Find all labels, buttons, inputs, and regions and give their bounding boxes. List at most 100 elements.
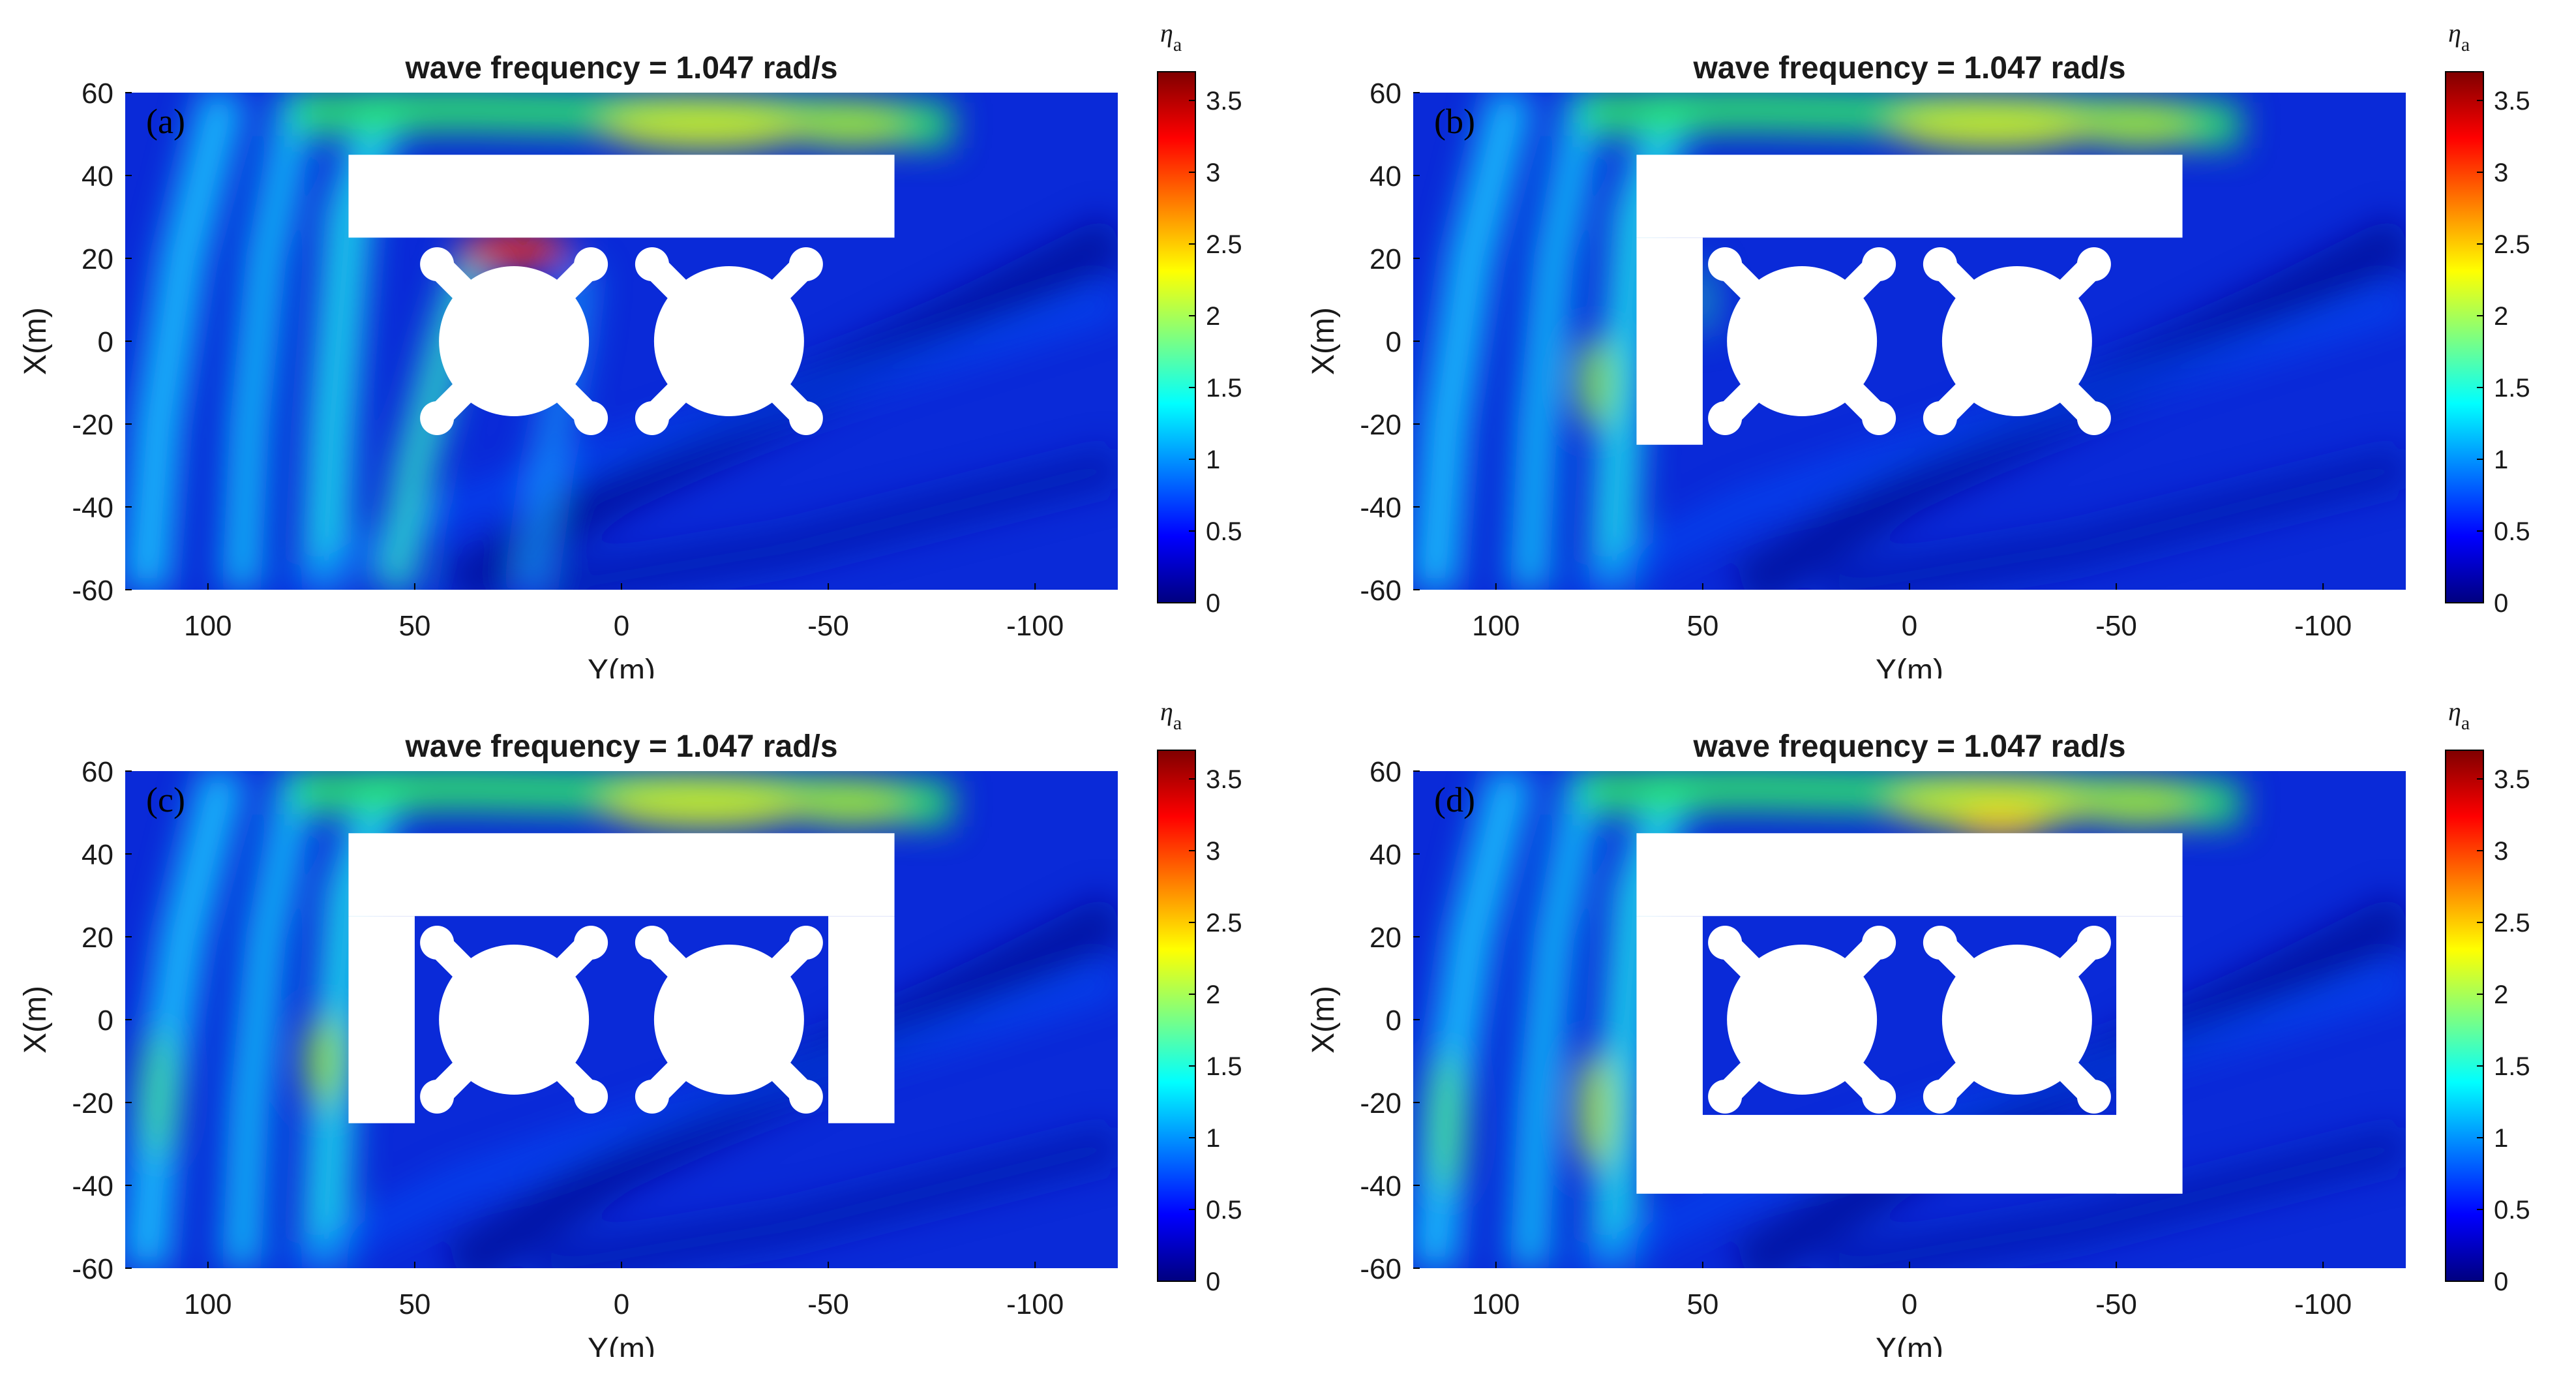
colorbar-tick-label: 2.5 <box>2494 909 2530 937</box>
colorbar-label: ηa <box>2448 18 2470 55</box>
y-tick-label: -60 <box>1360 575 1401 607</box>
panel-label: (c) <box>146 780 185 819</box>
colorbar-tick-label: 1.5 <box>1206 1052 1242 1081</box>
colorbar-tick-label: 2 <box>2494 980 2508 1009</box>
y-tick-label: 0 <box>1386 1005 1401 1037</box>
colorbar-tick-label: 0.5 <box>1206 517 1242 546</box>
chart-title: wave frequency = 1.047 rad/s <box>404 729 837 764</box>
y-tick-label: 40 <box>82 839 113 871</box>
colorbar-tick-label: 0 <box>2494 1268 2508 1296</box>
colorbar-tick-label: 2 <box>1206 980 1220 1009</box>
platform-c-0 <box>420 926 608 1114</box>
colorbar-tick-label: 1 <box>1206 1124 1220 1153</box>
colorbar-d: 3.5 3 2.5 2 1.5 1 0.5 0 ηa <box>2445 697 2530 1296</box>
chart-title: wave frequency = 1.047 rad/s <box>1692 729 2125 764</box>
x-tick-label: -50 <box>807 1288 849 1320</box>
panel-c: 100 50 0 -50 -100 60 40 20 0 -20 -40 -60 wave freque… <box>0 678 1288 1367</box>
panel-label: (b) <box>1434 102 1475 141</box>
colorbar-tick-label: 0.5 <box>2494 517 2530 546</box>
y-tick-label: 40 <box>1370 160 1401 192</box>
y-tick-label: 60 <box>1370 78 1401 110</box>
platform-d-0 <box>1708 926 1896 1114</box>
x-tick-label: -100 <box>1006 1288 1064 1320</box>
colorbar-a: 3.5 3 2.5 2 1.5 1 0.5 0 ηa <box>1157 18 1242 618</box>
x-tick-label: 100 <box>184 1288 232 1320</box>
y-tick-label: 20 <box>1370 243 1401 275</box>
colorbar-tick-label: 3.5 <box>2494 765 2530 794</box>
x-tick-label: 100 <box>184 610 232 642</box>
y-axis-label: X(m) <box>18 986 53 1054</box>
colorbar-tick-label: 2.5 <box>1206 909 1242 937</box>
x-tick-label: 0 <box>1902 610 1917 642</box>
chart-title: wave frequency = 1.047 rad/s <box>404 51 837 85</box>
colorbar-label: ηa <box>2448 697 2470 734</box>
y-tick-label: -60 <box>72 1253 113 1285</box>
x-tick-label: 0 <box>614 610 629 642</box>
colorbar-tick-label: 0 <box>1206 589 1220 618</box>
colorbar-tick-label: 1 <box>1206 446 1220 474</box>
colorbar-tick-label: 2.5 <box>2494 230 2530 259</box>
chart-title: wave frequency = 1.047 rad/s <box>1692 51 2125 85</box>
y-tick-label: 40 <box>82 160 113 192</box>
platform-b-1 <box>1923 247 2111 435</box>
x-tick-label: 0 <box>614 1288 629 1320</box>
elevation-field-b <box>1413 93 2406 590</box>
platform-d-1 <box>1923 926 2111 1114</box>
y-tick-label: -40 <box>72 1170 113 1202</box>
breakwater-segment-b-0 <box>1636 155 2183 238</box>
colorbar-tick-label: 1.5 <box>2494 1052 2530 1081</box>
breakwater-segment-c-2 <box>828 916 895 1123</box>
panel-b: 100 50 0 -50 -100 60 40 20 0 -20 -40 -60 wave freque… <box>1288 0 2576 688</box>
colorbar-tick-label: 1.5 <box>2494 374 2530 403</box>
panel-d: 100 50 0 -50 -100 60 40 20 0 -20 -40 -60 wave freque… <box>1288 678 2576 1367</box>
colorbar-tick-label: 3.5 <box>2494 87 2530 115</box>
y-tick-label: 20 <box>82 922 113 954</box>
colorbar-tick-label: 3 <box>1206 159 1220 187</box>
colorbar-tick-label: 3 <box>2494 837 2508 866</box>
breakwater-segment-d-0 <box>1636 833 2183 917</box>
x-tick-label: -100 <box>1006 610 1064 642</box>
colorbar-label: ηa <box>1160 697 1182 734</box>
colorbar-tick-label: 1 <box>2494 1124 2508 1153</box>
y-tick-label: 20 <box>1370 922 1401 954</box>
panel-label: (d) <box>1434 780 1475 819</box>
colorbar-tick-label: 0 <box>2494 589 2508 618</box>
y-tick-label: 60 <box>82 756 113 788</box>
y-tick-label: 0 <box>98 1005 113 1037</box>
y-tick-label: -20 <box>1360 409 1401 441</box>
colorbar-tick-label: 0.5 <box>1206 1196 1242 1224</box>
y-tick-label: 60 <box>1370 756 1401 788</box>
colorbar-tick-label: 0.5 <box>2494 1196 2530 1224</box>
y-tick-label: -40 <box>1360 492 1401 524</box>
x-tick-label: 0 <box>1902 1288 1917 1320</box>
colorbar-tick-label: 0 <box>1206 1268 1220 1296</box>
y-axis-label: X(m) <box>1306 307 1341 375</box>
breakwater-segment-c-1 <box>348 916 415 1123</box>
y-tick-label: -60 <box>72 575 113 607</box>
y-tick-label: -40 <box>1360 1170 1401 1202</box>
colorbar-tick-label: 1.5 <box>1206 374 1242 403</box>
colorbar-tick-label: 3 <box>2494 159 2508 187</box>
x-tick-label: -50 <box>2095 610 2137 642</box>
colorbar-tick-label: 2 <box>1206 302 1220 331</box>
y-axis-label: X(m) <box>1306 986 1341 1054</box>
breakwater-segment-a-0 <box>348 155 895 238</box>
y-tick-label: 40 <box>1370 839 1401 871</box>
x-axis-label: Y(m) <box>588 1332 655 1357</box>
structures-c <box>348 833 895 1123</box>
x-tick-label: 50 <box>398 1288 430 1320</box>
x-tick-label: 50 <box>1686 610 1718 642</box>
colorbar-tick-label: 3 <box>1206 837 1220 866</box>
colorbar-c: 3.5 3 2.5 2 1.5 1 0.5 0 ηa <box>1157 697 1242 1296</box>
platform-b-0 <box>1708 247 1896 435</box>
breakwater-segment-c-0 <box>348 833 895 917</box>
panel-a: 100 50 0 -50 -100 60 40 20 0 -20 -40 -60 wave freque… <box>0 0 1288 688</box>
x-tick-label: 50 <box>1686 1288 1718 1320</box>
colorbar-tick-label: 2 <box>2494 302 2508 331</box>
x-tick-label: -50 <box>807 610 849 642</box>
